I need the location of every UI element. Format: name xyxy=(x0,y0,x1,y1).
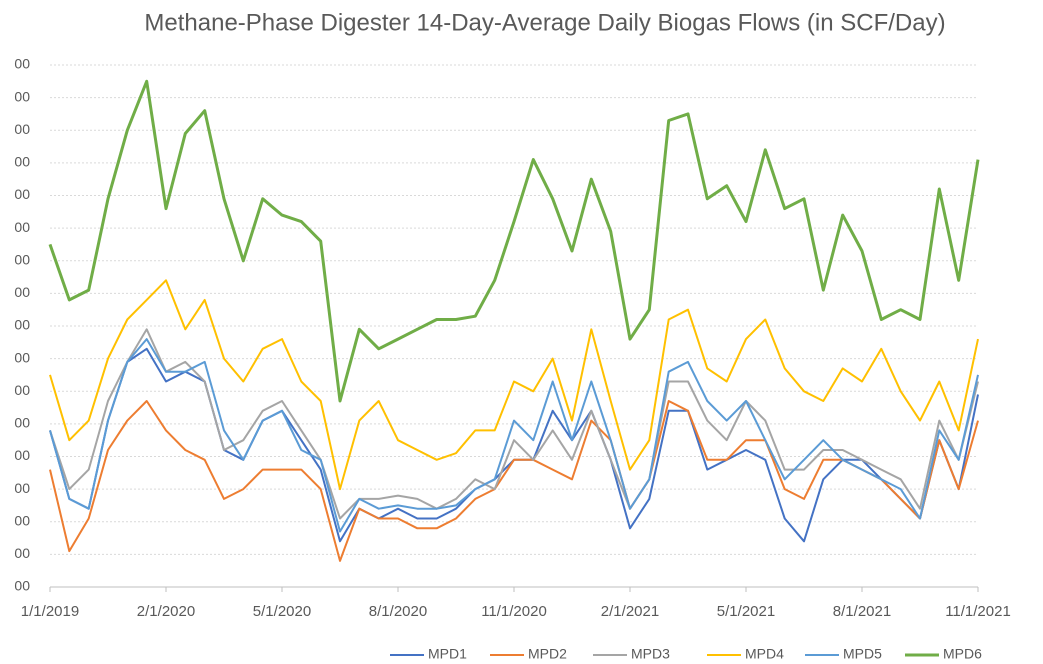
legend-label: MPD6 xyxy=(943,646,982,662)
y-tick-label: 00 xyxy=(14,56,30,72)
legend-label: MPD3 xyxy=(631,646,670,662)
y-tick-label: 00 xyxy=(14,578,30,594)
y-tick-label: 00 xyxy=(14,284,30,300)
x-tick-label: 11/1/2021 xyxy=(945,603,1011,620)
x-tick-label: 11/1/2020 xyxy=(481,603,547,620)
y-tick-label: 00 xyxy=(14,219,30,235)
y-tick-label: 00 xyxy=(14,447,30,463)
y-tick-label: 00 xyxy=(14,317,30,333)
legend-label: MPD5 xyxy=(843,646,882,662)
y-tick-label: 00 xyxy=(14,480,30,496)
series-line xyxy=(49,279,979,491)
series-line xyxy=(48,79,980,403)
x-tick-label: 2/1/2020 xyxy=(137,603,195,620)
legend-label: MPD2 xyxy=(528,646,567,662)
x-tick-label: 8/1/2021 xyxy=(833,603,891,620)
y-tick-label: 00 xyxy=(14,186,30,202)
legend-label: MPD4 xyxy=(745,646,784,662)
chart-title: Methane-Phase Digester 14-Day-Average Da… xyxy=(144,9,945,36)
series-line xyxy=(49,338,979,533)
y-tick-label: 00 xyxy=(14,545,30,561)
x-tick-label: 8/1/2020 xyxy=(369,603,427,620)
y-tick-label: 00 xyxy=(14,382,30,398)
x-tick-label: 2/1/2021 xyxy=(601,603,659,620)
series-line xyxy=(49,400,979,562)
legend-label: MPD1 xyxy=(428,646,467,662)
x-tick-label: 1/1/2019 xyxy=(21,603,79,620)
y-tick-label: 00 xyxy=(14,349,30,365)
y-tick-label: 00 xyxy=(14,512,30,528)
y-tick-label: 00 xyxy=(14,415,30,431)
x-tick-label: 5/1/2020 xyxy=(253,603,311,620)
y-tick-label: 00 xyxy=(14,154,30,170)
x-tick-label: 5/1/2021 xyxy=(717,603,775,620)
y-tick-label: 00 xyxy=(14,88,30,104)
y-tick-label: 00 xyxy=(14,251,30,267)
series-line xyxy=(49,328,979,520)
y-tick-label: 00 xyxy=(14,121,30,137)
